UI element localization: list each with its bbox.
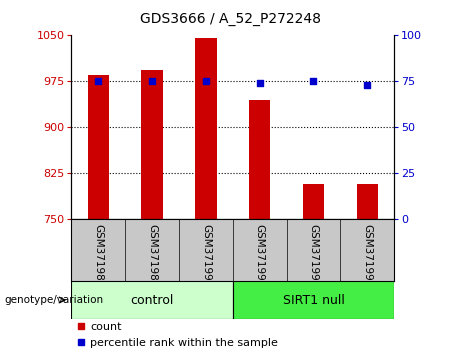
- Legend: count, percentile rank within the sample: count, percentile rank within the sample: [72, 318, 283, 352]
- Bar: [356, 184, 378, 219]
- Bar: [249, 100, 271, 219]
- Bar: [195, 39, 217, 219]
- Point: [256, 80, 263, 86]
- Text: GSM371993: GSM371993: [362, 224, 372, 288]
- Text: GSM371990: GSM371990: [201, 224, 211, 288]
- Text: control: control: [130, 293, 174, 307]
- Text: GSM371992: GSM371992: [308, 224, 319, 288]
- Text: GSM371988: GSM371988: [93, 224, 103, 288]
- Point: [364, 82, 371, 88]
- Point: [202, 79, 210, 84]
- Text: genotype/variation: genotype/variation: [5, 295, 104, 305]
- Text: GSM371989: GSM371989: [147, 224, 157, 288]
- Point: [148, 79, 156, 84]
- Bar: [88, 75, 109, 219]
- Bar: [303, 184, 324, 219]
- Bar: [71, 281, 233, 319]
- Text: GSM371991: GSM371991: [254, 224, 265, 288]
- Point: [310, 79, 317, 84]
- Bar: [233, 281, 394, 319]
- Point: [95, 79, 102, 84]
- Text: SIRT1 null: SIRT1 null: [283, 293, 344, 307]
- Text: GDS3666 / A_52_P272248: GDS3666 / A_52_P272248: [140, 12, 321, 27]
- Bar: [142, 70, 163, 219]
